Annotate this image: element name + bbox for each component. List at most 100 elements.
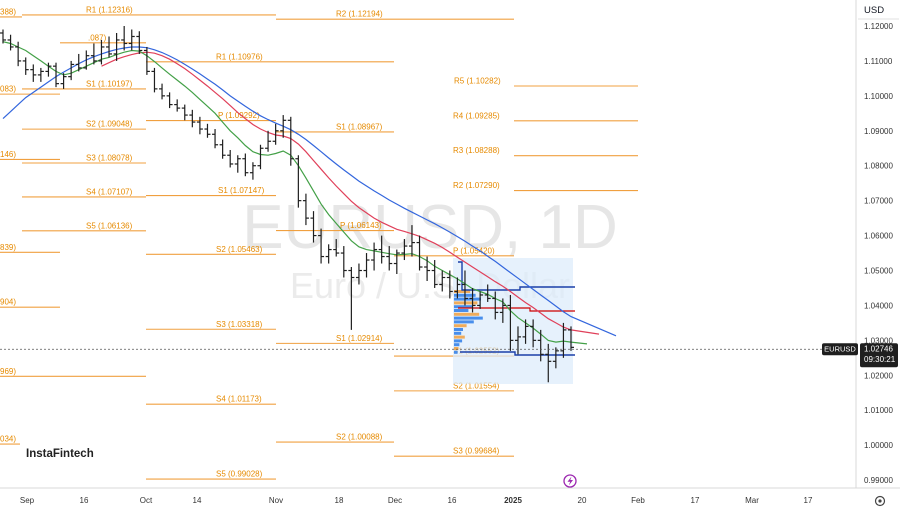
pivot-label: S2 (1.01554): [453, 381, 500, 390]
x-tick-label: 18: [335, 496, 344, 505]
ohlc-bar: [325, 244, 332, 264]
symbol-tag-text: EURUSD: [824, 345, 856, 354]
ohlc-bar: [53, 62, 60, 88]
ohlc-bar: [143, 46, 150, 75]
pivot-label: P (1.09292): [218, 111, 260, 120]
pivot-label: P (1.06143): [340, 221, 382, 230]
y-tick-label: 1.12000: [864, 22, 893, 31]
instafintech-logo: InstaFintech: [20, 440, 96, 466]
pivot-label: S1 (1.08967): [336, 122, 383, 131]
x-tick-label: 20: [578, 496, 587, 505]
pivot-label: 083): [0, 85, 16, 94]
volume-profile-bar: [454, 339, 463, 343]
ohlc-bar: [212, 129, 219, 149]
ohlc-bar: [424, 256, 431, 281]
ohlc-bar: [257, 144, 264, 170]
ohlc-bar: [461, 270, 468, 306]
volume-profile-bar: [454, 331, 462, 335]
ohlc-bar: [446, 270, 453, 299]
ohlc-bar: [416, 235, 423, 271]
y-tick-label: 1.05000: [864, 267, 893, 276]
ohlc-bar: [265, 130, 272, 152]
pivot-label: R1 (1.12316): [86, 5, 133, 14]
x-tick-label: Sep: [20, 496, 35, 505]
y-tick-label: 1.08000: [864, 162, 893, 171]
pivot-label: 904): [0, 298, 16, 307]
ohlc-bar: [151, 67, 158, 93]
ohlc-bar: [7, 34, 14, 51]
pivot-label: S3 (0.99684): [453, 447, 500, 456]
volume-profile: [453, 258, 575, 384]
watermark-symbol: EURUSD, 1D: [242, 193, 618, 262]
pivot-label: R2 (1.12194): [336, 10, 383, 19]
ohlc-bar: [204, 123, 211, 138]
y-tick-label: 1.11000: [864, 57, 893, 66]
point-of-control: [458, 307, 575, 312]
currency-label[interactable]: USD: [864, 5, 884, 16]
volume-profile-bar: [454, 290, 471, 293]
ohlc-bar: [378, 235, 385, 264]
value-area-low: [460, 351, 575, 356]
ohlc-bar: [136, 31, 143, 54]
ohlc-bar: [386, 246, 393, 271]
ohlc-bar: [439, 270, 446, 292]
volume-profile-bar: [454, 320, 474, 324]
pivot-label: S1 (1.10197): [86, 79, 133, 88]
ohlc-bar: [333, 239, 340, 257]
symbol-tag: [822, 343, 858, 356]
volume-profile-bar: [454, 316, 483, 320]
ohlc-bar: [242, 153, 249, 177]
time-axis: Sep 16 Oct 14 Nov 18 Dec 16 2025 20 Feb 17 Mar 17: [20, 496, 813, 505]
x-tick-label: 14: [193, 496, 202, 505]
currency-selector[interactable]: USD: [857, 0, 900, 20]
ohlc-bar: [280, 115, 287, 138]
price-bars: [0, 26, 574, 383]
flash-icon[interactable]: [563, 474, 577, 488]
ohlc-bar: [499, 298, 506, 323]
ohlc-bar: [15, 41, 22, 67]
volume-profile-bar: [454, 309, 469, 312]
ohlc-bar: [272, 123, 279, 145]
ohlc-bar: [227, 150, 234, 168]
pivot-label: .087): [88, 33, 107, 42]
x-tick-label: Oct: [140, 496, 153, 505]
pivot-label: S2 (1.00088): [336, 433, 383, 442]
price-tag: EURUSD 1.02746 09:30:21: [822, 343, 898, 368]
y-tick-label: 1.06000: [864, 232, 893, 241]
ohlc-bar: [30, 64, 37, 82]
pivot-label: S4 (1.01173): [216, 395, 262, 404]
ohlc-bar: [219, 139, 226, 159]
ohlc-bar: [68, 60, 75, 81]
y-tick-label: 0.99000: [864, 476, 893, 485]
pivot-label: S2 (1.05463): [216, 245, 263, 254]
ohlc-bar: [552, 347, 559, 369]
pivot-label: 839): [0, 243, 16, 252]
ohlc-bar: [537, 329, 544, 362]
volume-profile-bar: [454, 335, 465, 339]
ohlc-bar: [174, 99, 181, 112]
ohlc-bar: [83, 50, 90, 70]
pivot-label: S2 (1.09048): [86, 120, 133, 129]
ohlc-bar: [477, 291, 484, 309]
ohlc-bar: [287, 116, 294, 166]
volume-profile-bar: [454, 343, 460, 347]
ohlc-bar: [454, 277, 461, 299]
bar-countdown: 09:30:21: [864, 355, 896, 364]
pivot-label: S4 (1.07107): [86, 187, 133, 196]
ohlc-bar: [401, 239, 408, 261]
y-tick-label: 1.02000: [864, 371, 893, 380]
ohlc-bar: [431, 260, 438, 288]
ohlc-bar: [469, 287, 476, 313]
y-tick-label: 1.09000: [864, 127, 893, 136]
volume-profile-bar: [454, 297, 481, 301]
pivot-label: 969): [0, 367, 16, 376]
volume-profile-bar: [454, 347, 459, 350]
settings-icon[interactable]: [874, 495, 886, 507]
ohlc-bar: [363, 253, 370, 278]
x-tick-label: 2025: [504, 496, 522, 505]
ohlc-bar: [507, 294, 514, 351]
pivot-label: R4 (1.09285): [453, 111, 500, 120]
y-tick-label: 1.01000: [864, 406, 893, 415]
